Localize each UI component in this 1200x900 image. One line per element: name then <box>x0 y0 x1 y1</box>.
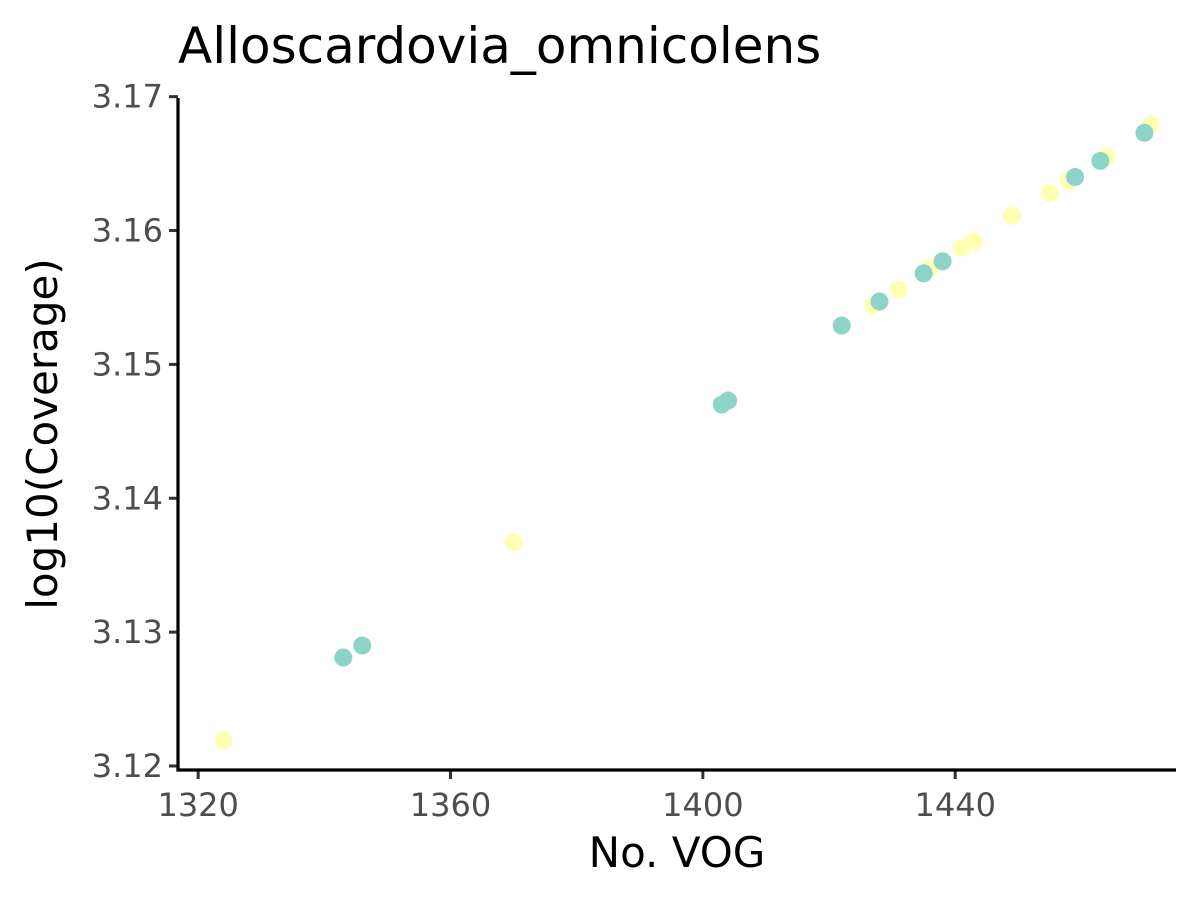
data-point <box>504 533 523 552</box>
x-tick-label: 1320 <box>157 786 238 824</box>
data-point <box>914 264 933 283</box>
data-point <box>870 292 889 311</box>
y-tick-label: 3.17 <box>92 78 163 116</box>
data-point <box>965 232 984 251</box>
x-axis-title: No. VOG <box>589 828 766 877</box>
data-point <box>1066 167 1085 186</box>
data-point <box>353 636 372 655</box>
y-tick-label: 3.13 <box>92 613 163 651</box>
data-point <box>334 648 353 667</box>
data-point <box>1040 184 1059 203</box>
y-axis-title: log10(Coverage) <box>18 258 67 609</box>
x-tick-label: 1360 <box>410 786 491 824</box>
data-point <box>933 252 952 271</box>
data-point <box>719 391 738 410</box>
x-tick-label: 1440 <box>914 786 995 824</box>
y-tick-label: 3.15 <box>92 345 163 383</box>
data-points <box>214 115 1160 750</box>
data-point <box>1002 206 1021 225</box>
y-axis-ticks: 3.12 3.13 3.14 3.15 3.16 3.17 <box>92 78 178 785</box>
x-axis-ticks: 1320 1360 1400 1440 <box>157 770 996 824</box>
data-point <box>1135 123 1154 142</box>
y-tick-label: 3.16 <box>92 212 163 250</box>
data-point <box>1091 151 1110 170</box>
data-point <box>214 731 233 750</box>
y-tick-label: 3.12 <box>92 747 163 785</box>
chart-title: Alloscardovia_omnicolens <box>178 17 821 75</box>
x-tick-label: 1400 <box>662 786 743 824</box>
y-tick-label: 3.14 <box>92 479 163 517</box>
data-point <box>832 316 851 335</box>
data-point <box>889 280 908 299</box>
